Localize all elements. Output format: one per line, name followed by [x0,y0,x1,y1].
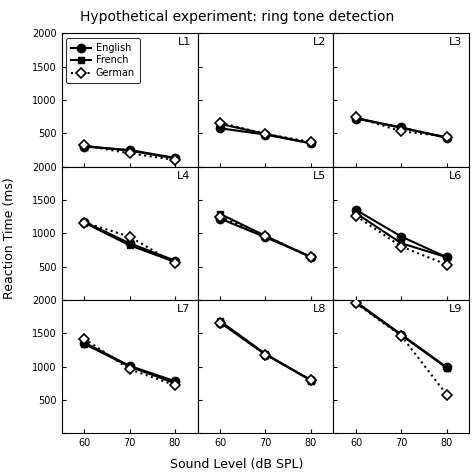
Text: L3: L3 [449,37,463,47]
Text: L1: L1 [177,37,191,47]
Text: L7: L7 [177,304,191,314]
Text: Sound Level (dB SPL): Sound Level (dB SPL) [170,458,304,471]
Legend: English, French, German: English, French, German [66,38,140,83]
Text: L6: L6 [449,170,463,180]
Text: L4: L4 [177,170,191,180]
Text: Hypothetical experiment: ring tone detection: Hypothetical experiment: ring tone detec… [80,10,394,23]
Text: L8: L8 [313,304,327,314]
Text: Reaction Time (ms): Reaction Time (ms) [3,177,16,299]
Text: L2: L2 [313,37,327,47]
Text: L9: L9 [449,304,463,314]
Text: L5: L5 [313,170,327,180]
